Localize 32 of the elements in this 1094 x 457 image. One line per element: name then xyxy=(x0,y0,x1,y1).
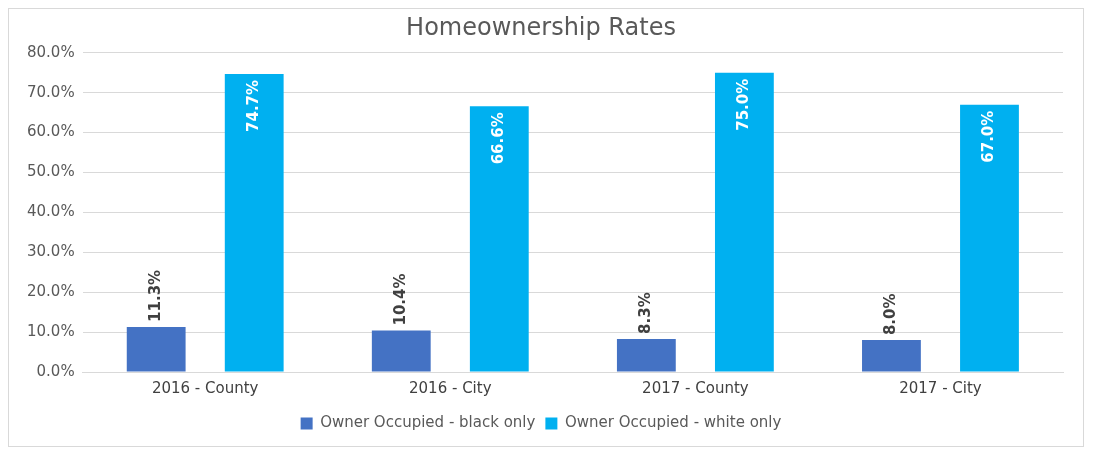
legend-label: Owner Occupied - black only xyxy=(320,413,536,432)
y-tick-label: 70.0% xyxy=(27,82,75,101)
bar xyxy=(126,326,186,372)
y-tick-label: 50.0% xyxy=(27,162,75,181)
x-tick-label: 2016 - County xyxy=(151,378,259,397)
data-label: 8.0% xyxy=(881,293,900,336)
y-tick-label: 40.0% xyxy=(27,202,75,221)
y-tick-label: 80.0% xyxy=(27,42,75,61)
bar xyxy=(714,72,774,372)
x-tick-label: 2017 - City xyxy=(899,378,982,397)
legend-label: Owner Occupied - white only xyxy=(564,413,782,432)
y-tick-label: 60.0% xyxy=(27,122,75,141)
data-label: 74.7% xyxy=(244,79,263,132)
y-tick-label: 0.0% xyxy=(36,361,75,380)
data-label: 67.0% xyxy=(979,110,998,163)
data-label: 10.4% xyxy=(391,273,410,326)
bar xyxy=(371,330,431,372)
bar xyxy=(616,338,676,372)
y-tick-label: 30.0% xyxy=(27,242,75,261)
data-label: 11.3% xyxy=(146,269,165,322)
y-tick-label: 20.0% xyxy=(27,282,75,301)
x-tick-label: 2016 - City xyxy=(409,378,492,397)
bar xyxy=(224,73,284,372)
bar xyxy=(862,340,921,372)
bar xyxy=(469,106,529,372)
data-label: 8.3% xyxy=(636,292,655,334)
x-tick-label: 2017 - County xyxy=(642,378,749,397)
data-label: 66.6% xyxy=(489,112,508,165)
y-tick-label: 10.0% xyxy=(27,321,75,340)
data-label: 75.0% xyxy=(734,78,753,131)
bar xyxy=(960,104,1019,372)
chart-title: Homeownership Rates xyxy=(406,12,676,41)
